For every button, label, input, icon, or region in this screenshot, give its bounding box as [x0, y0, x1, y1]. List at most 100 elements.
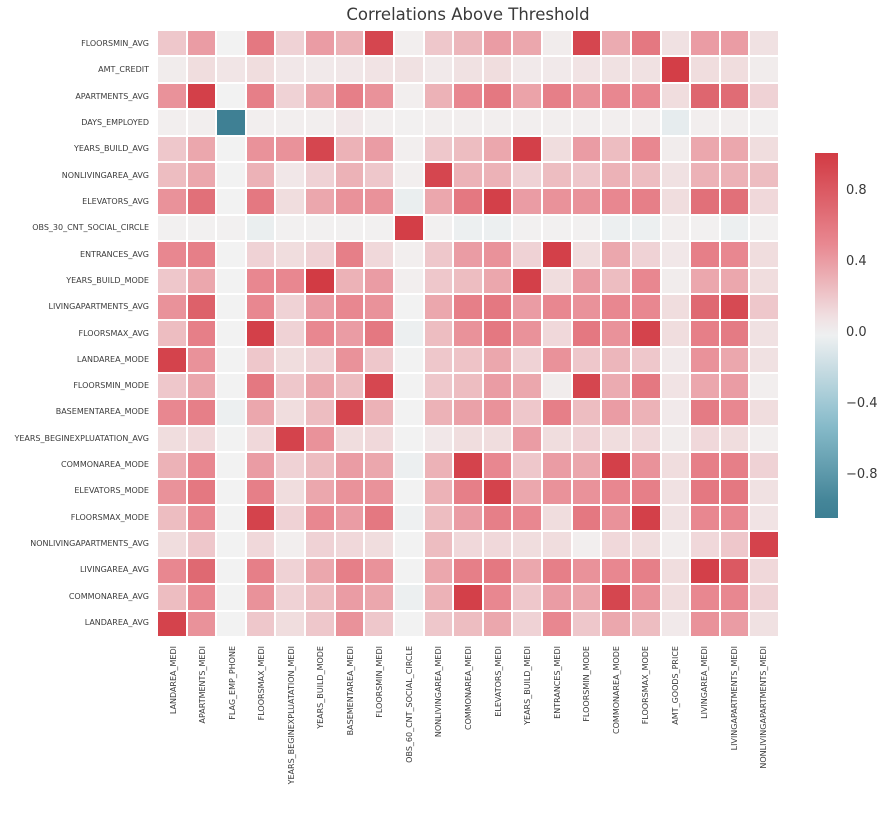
heatmap-cell [602, 57, 630, 82]
y-tick-label: FLOORSMAX_MODE [70, 512, 149, 522]
heatmap-cell [306, 268, 334, 293]
heatmap-cell [276, 268, 305, 293]
heatmap-cell [158, 585, 186, 610]
heatmap-cell [217, 83, 245, 109]
heatmap-cell [276, 242, 305, 267]
heatmap-cell [572, 400, 601, 425]
heatmap-cell [483, 268, 512, 293]
heatmap-cell [246, 136, 275, 161]
heatmap-cell [750, 110, 778, 135]
heatmap-cell [454, 162, 482, 188]
heatmap-cell [394, 189, 423, 214]
heatmap-cell [365, 347, 393, 373]
heatmap-cell [454, 268, 482, 293]
heatmap-cell [720, 506, 749, 531]
heatmap-cell [394, 453, 423, 478]
heatmap-cell [454, 242, 482, 267]
heatmap-cell [691, 189, 719, 214]
heatmap-cell [483, 400, 512, 425]
x-tick-label: LIVINGAPARTMENTS_MEDI [729, 646, 739, 751]
heatmap-cell [631, 585, 660, 610]
heatmap-cell [187, 506, 216, 531]
heatmap-cell [246, 611, 275, 636]
heatmap-cell [691, 242, 719, 267]
colorbar-tick-label: 0.0 [846, 324, 867, 340]
heatmap-cell [454, 321, 482, 346]
x-tick-label: LIVINGAREA_MEDI [700, 646, 710, 719]
heatmap-cell [187, 268, 216, 293]
heatmap-cell [187, 374, 216, 399]
heatmap-cell [394, 215, 423, 241]
heatmap-cell [750, 585, 778, 610]
heatmap-cell [661, 162, 690, 188]
heatmap-cell [424, 31, 453, 56]
heatmap-cell [631, 31, 660, 56]
heatmap-cell [424, 453, 453, 478]
heatmap-cell [720, 585, 749, 610]
heatmap-cell [543, 585, 571, 610]
heatmap-cell [246, 506, 275, 531]
heatmap-cell [602, 242, 630, 267]
colorbar-tick-label: 0.4 [846, 254, 867, 270]
heatmap-cell [335, 558, 364, 584]
x-tick-label: NONLIVINGAREA_MEDI [434, 646, 444, 738]
heatmap-cell [217, 347, 245, 373]
heatmap-cell [661, 136, 690, 161]
y-axis-labels: FLOORSMIN_AVG AMT_CREDIT APARTMENTS_AVG DAY… [0, 31, 151, 636]
heatmap-cell [572, 136, 601, 161]
heatmap-cell [720, 347, 749, 373]
heatmap-cell [572, 215, 601, 241]
heatmap-cell [720, 321, 749, 346]
heatmap-cell [602, 479, 630, 505]
heatmap-cell [306, 136, 334, 161]
heatmap-cell [602, 585, 630, 610]
heatmap-cell [187, 294, 216, 320]
heatmap-cell [394, 506, 423, 531]
heatmap-cell [276, 189, 305, 214]
heatmap-cell [513, 532, 542, 557]
heatmap-cell [631, 611, 660, 636]
heatmap-cell [631, 57, 660, 82]
heatmap-cell [631, 479, 660, 505]
heatmap-cell [720, 294, 749, 320]
heatmap-cell [454, 110, 482, 135]
heatmap-cell [572, 374, 601, 399]
heatmap-cell [246, 294, 275, 320]
heatmap-cell [631, 136, 660, 161]
heatmap-cell [158, 215, 186, 241]
heatmap-cell [543, 321, 571, 346]
heatmap-cell [720, 453, 749, 478]
heatmap-cell [602, 162, 630, 188]
y-tick-label: ELEVATORS_MODE [74, 486, 149, 496]
heatmap-cell [335, 479, 364, 505]
x-axis-labels: LANDAREA_MEDI APARTMENTS_MEDI FLAG_EMP_PHO… [158, 646, 778, 822]
heatmap-cell [483, 479, 512, 505]
heatmap-cell [691, 506, 719, 531]
heatmap-cell [394, 532, 423, 557]
heatmap-cell [335, 189, 364, 214]
heatmap-cell [720, 374, 749, 399]
heatmap-cell [365, 57, 393, 82]
heatmap-cell [217, 585, 245, 610]
heatmap-cell [750, 294, 778, 320]
heatmap-cell [750, 479, 778, 505]
heatmap-cell [750, 31, 778, 56]
heatmap-cell [246, 585, 275, 610]
heatmap-cell [483, 189, 512, 214]
heatmap-cell [454, 558, 482, 584]
y-tick-label: ELEVATORS_AVG [82, 196, 149, 206]
heatmap-cell [661, 321, 690, 346]
heatmap-cell [394, 242, 423, 267]
heatmap-cell [513, 453, 542, 478]
heatmap-cell [276, 136, 305, 161]
heatmap-cell [246, 162, 275, 188]
x-tick-label: COMMONAREA_MEDI [464, 646, 473, 731]
heatmap-cell [365, 532, 393, 557]
heatmap-cell [572, 294, 601, 320]
heatmap-cell [513, 294, 542, 320]
heatmap-cell [454, 400, 482, 425]
heatmap-cell [602, 110, 630, 135]
heatmap-cell [750, 136, 778, 161]
heatmap-cell [750, 215, 778, 241]
heatmap-cell [483, 136, 512, 161]
